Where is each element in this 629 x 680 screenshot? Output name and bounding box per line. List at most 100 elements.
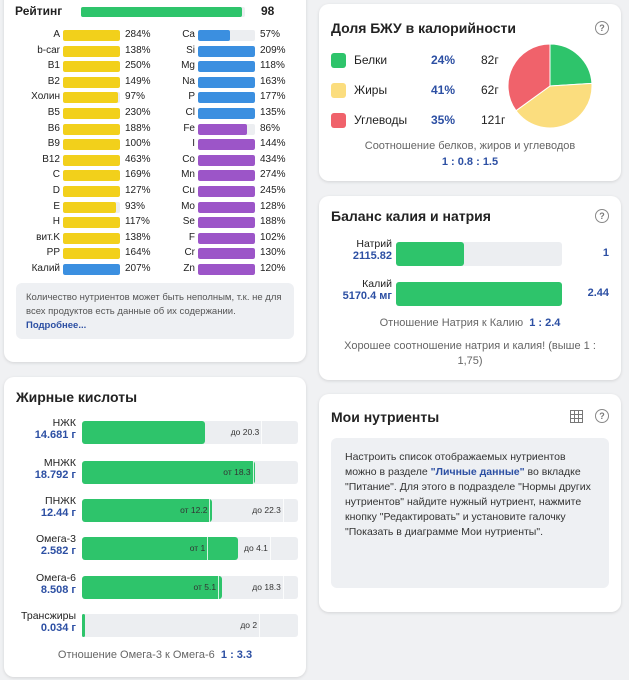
fatty-acid-name: Трансжиры: [21, 610, 76, 622]
nutrient-percent: 434%: [260, 153, 286, 165]
nutrient-bar: [63, 186, 120, 197]
kna-ratio-label: Отношение Натрия к Калию: [379, 317, 524, 329]
nutrient-percent: 144%: [260, 138, 286, 150]
nutrient-name: b-car: [37, 44, 60, 56]
norm-mark: до 22.3: [252, 505, 281, 515]
nutrient-name: Cl: [185, 107, 195, 118]
rating-row: Рейтинг 98: [15, 4, 296, 20]
pie-slice: [549, 44, 592, 87]
nutrients-note-text: Количество нутриентов может быть неполны…: [26, 292, 282, 317]
kna-ratio-number: 1: [602, 247, 609, 259]
fatty-acid-amount: 14.681 г: [34, 429, 76, 441]
fatty-acid-row: Омега-6 8.508 г от 5.1 до 18.3: [4, 572, 306, 606]
nutrient-name: вит.K: [36, 231, 60, 243]
nutrient-percent: 245%: [260, 185, 286, 196]
nutrient-row: B5 230%: [15, 107, 160, 120]
nutrient-row: Mn 274%: [150, 169, 295, 182]
norm-mark: до 18.3: [252, 582, 281, 592]
nutrient-name: Mo: [181, 200, 195, 212]
my-nutrients-info: Настроить список отображаемых нутриентов…: [331, 438, 609, 588]
bju-legend-item: Белки 24% 82г: [331, 52, 521, 68]
nutrient-bar-fill: [198, 217, 255, 229]
norm-tick: [218, 576, 220, 599]
nutrient-bar-fill: [198, 139, 255, 151]
table-icon[interactable]: [570, 410, 583, 423]
nutrient-row: Co 434%: [150, 154, 295, 167]
bju-title: Доля БЖУ в калорийности: [331, 20, 517, 36]
nutrient-row: вит.K 138%: [15, 232, 160, 245]
fatty-acid-name: ПНЖК: [45, 495, 76, 507]
nutrient-row: B1 250%: [15, 60, 160, 73]
nutrient-name: B9: [47, 138, 60, 150]
bju-legend-item: Углеводы 35% 121г: [331, 112, 521, 128]
fatty-acids-title: Жирные кислоты: [16, 389, 138, 405]
nutrient-percent: 169%: [125, 169, 151, 181]
bju-grams: 82г: [481, 53, 499, 67]
nutrient-row: Si 209%: [150, 45, 295, 58]
rating-value: 98: [261, 4, 275, 18]
norm-tick: [259, 614, 261, 637]
nutrient-bar: [198, 92, 255, 104]
kna-bar-fill: [396, 242, 465, 266]
help-icon[interactable]: ?: [595, 209, 609, 223]
norm-mark: от 1: [189, 543, 206, 553]
more-link[interactable]: Подробнее...: [26, 320, 87, 331]
bju-percent: 41%: [431, 83, 456, 97]
fatty-acid-bar-fill: [82, 461, 255, 484]
nutrient-bar: [63, 170, 120, 182]
nutrient-bar: [63, 139, 120, 151]
nutrient-percent: 177%: [260, 91, 286, 103]
rating-bar: [81, 7, 245, 17]
norm-tick: [209, 499, 211, 522]
nutrient-row: B2 149%: [15, 76, 160, 89]
bju-legend-item: Жиры 41% 62г: [331, 82, 521, 98]
kna-name: Калий: [362, 278, 392, 290]
nutrient-row: Калий 207%: [15, 263, 160, 276]
norm-mark: от 12.2: [180, 505, 208, 515]
nutrient-bar-fill: [63, 248, 120, 260]
fatty-acid-amount: 18.792 г: [34, 469, 76, 481]
rating-bar-fill: [81, 7, 242, 17]
potassium-sodium-card: Баланс калия и натрия ? Натрий 2115.82 1 Ка…: [319, 196, 621, 380]
nutrient-bar: [63, 61, 120, 73]
nutrient-percent: 128%: [260, 200, 286, 212]
nutrient-row: Cr 130%: [150, 247, 295, 260]
nutrient-bar: [63, 123, 120, 135]
fatty-acid-bar-fill: [82, 576, 223, 599]
norm-tick: [252, 461, 254, 484]
kna-title: Баланс калия и натрия: [331, 208, 491, 224]
nutrient-row: Na 163%: [150, 76, 295, 89]
fatty-acid-bar-fill: [82, 421, 206, 444]
kna-bar: [396, 242, 562, 266]
help-icon[interactable]: ?: [595, 21, 609, 35]
nutrient-name: Mn: [181, 169, 195, 181]
nutrients-card: Рейтинг 98 A 284% b-car 138% B1 250% B2 149% Хол…: [4, 0, 306, 362]
kna-name: Натрий: [356, 238, 392, 250]
nutrient-bar: [63, 30, 120, 41]
bju-card: Доля БЖУ в калорийности ? Белки 24% 82г Жир…: [319, 4, 621, 181]
nutrient-row: Mg 118%: [150, 60, 295, 73]
help-icon[interactable]: ?: [595, 409, 609, 423]
norm-mark: до 20.3: [230, 427, 260, 437]
bju-pie-chart: [508, 44, 592, 128]
kna-ratio: Отношение Натрия к Калию 1 : 2.4: [319, 317, 621, 329]
nutrient-row: Ca 57%: [150, 29, 295, 42]
nutrient-name: Ca: [182, 29, 195, 40]
nutrient-bar: [198, 217, 255, 229]
nutrient-bar: [63, 264, 120, 275]
fatty-acid-name: Омега-3: [35, 533, 76, 545]
nutrient-row: Cu 245%: [150, 185, 295, 198]
nutrient-name: B1: [47, 60, 60, 72]
nutrient-name: B2: [47, 75, 60, 87]
nutrient-bar: [63, 45, 120, 57]
bju-name: Белки: [354, 53, 388, 67]
nutrient-bar-fill: [198, 30, 231, 41]
nutrient-name: B5: [47, 107, 60, 118]
personal-data-link[interactable]: "Личные данные": [430, 466, 525, 478]
nutrient-name: P: [188, 91, 195, 103]
nutrient-row: H 117%: [15, 216, 160, 229]
nutrient-bar-fill: [63, 201, 116, 213]
nutrient-row: E 93%: [15, 201, 160, 214]
fatty-acid-amount: 8.508 г: [40, 584, 76, 596]
nutrient-percent: 86%: [260, 122, 281, 134]
